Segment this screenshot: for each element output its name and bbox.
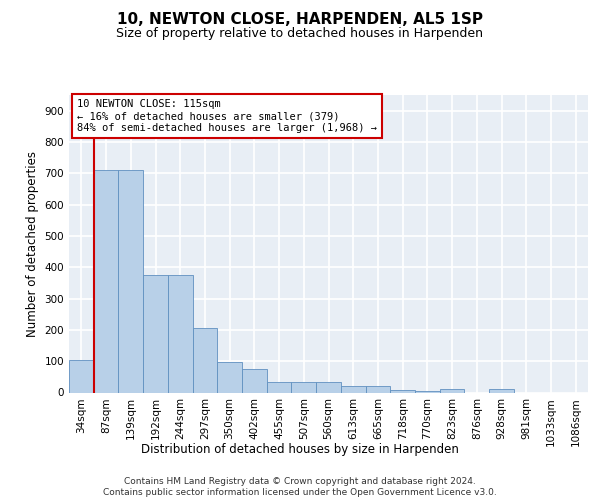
Bar xyxy=(341,386,365,392)
Text: Distribution of detached houses by size in Harpenden: Distribution of detached houses by size … xyxy=(141,442,459,456)
Text: 10, NEWTON CLOSE, HARPENDEN, AL5 1SP: 10, NEWTON CLOSE, HARPENDEN, AL5 1SP xyxy=(117,12,483,28)
Bar xyxy=(292,382,316,392)
Bar xyxy=(118,170,143,392)
Bar xyxy=(143,275,168,392)
Bar xyxy=(390,390,415,392)
Text: Size of property relative to detached houses in Harpenden: Size of property relative to detached ho… xyxy=(116,28,484,40)
Bar xyxy=(440,390,464,392)
Text: Contains HM Land Registry data © Crown copyright and database right 2024.
Contai: Contains HM Land Registry data © Crown c… xyxy=(103,478,497,497)
Bar xyxy=(193,328,217,392)
Bar xyxy=(168,275,193,392)
Bar xyxy=(489,390,514,392)
Bar xyxy=(217,362,242,392)
Bar xyxy=(316,382,341,392)
Bar xyxy=(415,391,440,392)
Bar xyxy=(242,369,267,392)
Bar xyxy=(69,360,94,392)
Bar xyxy=(94,170,118,392)
Bar xyxy=(267,382,292,392)
Y-axis label: Number of detached properties: Number of detached properties xyxy=(26,151,39,337)
Bar xyxy=(365,386,390,392)
Text: 10 NEWTON CLOSE: 115sqm
← 16% of detached houses are smaller (379)
84% of semi-d: 10 NEWTON CLOSE: 115sqm ← 16% of detache… xyxy=(77,100,377,132)
